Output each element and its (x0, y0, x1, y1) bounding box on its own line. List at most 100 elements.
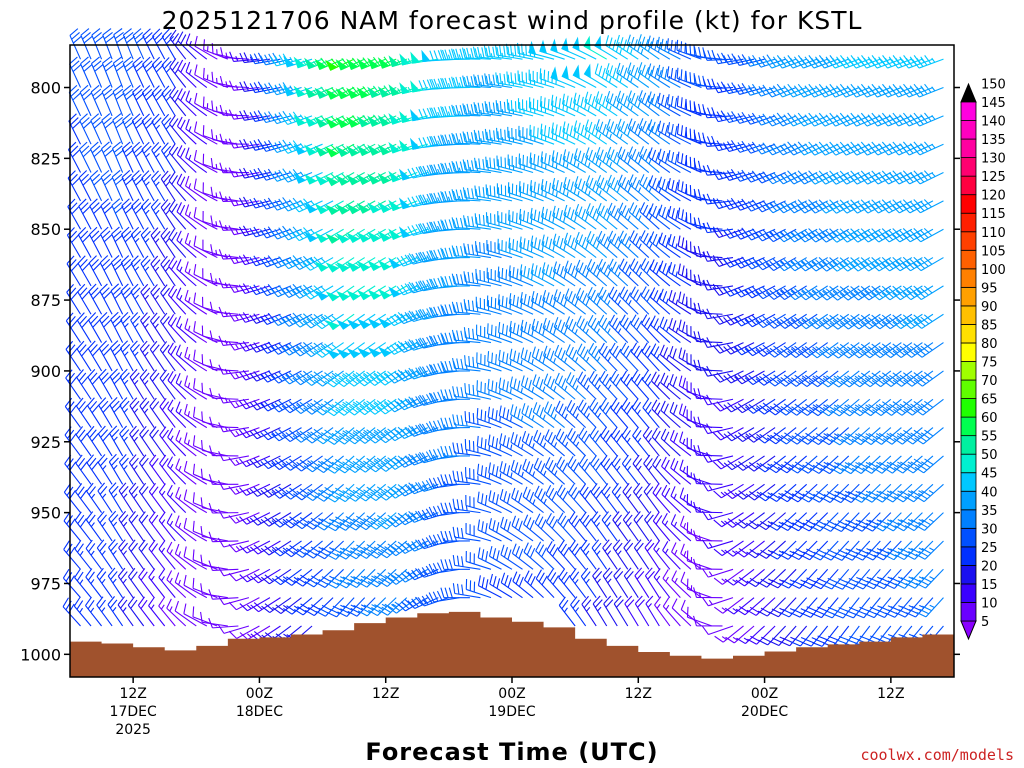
wind-barb (544, 429, 565, 457)
wind-barb (724, 512, 755, 528)
wind-barb (669, 345, 692, 372)
wind-barb (141, 113, 155, 145)
wind-barb (336, 483, 366, 503)
wind-barb (314, 200, 344, 215)
wind-barb (110, 255, 124, 287)
wind-barb (662, 541, 681, 570)
wind-barb (118, 482, 134, 513)
wind-barb (777, 370, 807, 387)
wind-barb (160, 227, 176, 258)
wind-barb (65, 369, 81, 400)
wind-barb (913, 313, 944, 329)
wind-barb (613, 567, 629, 598)
wind-barb (148, 596, 166, 627)
wind-barb (580, 539, 597, 570)
wind-barb (346, 115, 376, 128)
wind-barb (786, 285, 818, 301)
wind-barb (840, 398, 871, 417)
wind-barb (756, 483, 786, 502)
wind-barb (532, 374, 555, 400)
wind-barb (598, 314, 618, 343)
wind-barb (628, 202, 650, 230)
surface-terrain (70, 611, 954, 677)
wind-barb (914, 483, 944, 503)
wind-barb (167, 342, 187, 372)
wind-barb (903, 370, 934, 387)
wind-barb (475, 296, 502, 315)
wind-barb (77, 255, 92, 287)
wind-barb (112, 84, 125, 117)
wind-barb (639, 174, 660, 202)
wind-barb (451, 329, 481, 344)
wind-barb (903, 398, 934, 416)
x-tick-label: 20DEC (741, 704, 788, 720)
wind-barb (201, 411, 228, 429)
wind-barb (871, 370, 902, 388)
wind-barb (77, 283, 92, 315)
colorbar-tick-label: 125 (981, 170, 1006, 185)
wind-barb (659, 344, 681, 372)
wind-barb (633, 511, 650, 542)
wind-barb (618, 230, 639, 258)
colorbar-tick-label: 150 (981, 77, 1006, 92)
wind-barb (605, 63, 629, 88)
wind-barb (140, 312, 155, 343)
wind-barb (128, 539, 145, 570)
wind-barb (651, 399, 671, 428)
wind-barb (192, 577, 218, 599)
wind-barb (713, 512, 744, 528)
wind-barb (87, 368, 103, 400)
colorbar-box (960, 435, 977, 455)
wind-barb (606, 174, 629, 202)
wind-barb (100, 141, 114, 173)
wind-barb (217, 595, 250, 606)
wind-barb (109, 425, 124, 457)
wind-barb (744, 285, 776, 299)
wind-barb (378, 568, 408, 587)
wind-barb (657, 148, 681, 174)
wind-barb (109, 340, 124, 372)
wind-barb (797, 313, 829, 330)
wind-barb (891, 228, 923, 243)
wind-barb (658, 176, 681, 202)
wind-barb (767, 455, 797, 474)
wind-barb (894, 512, 923, 532)
wind-barb (174, 543, 197, 570)
y-tick-label: 975 (30, 574, 61, 593)
wind-barb (138, 511, 155, 542)
wind-barb (271, 568, 302, 586)
wind-barb (250, 597, 281, 613)
wind-barb (666, 38, 692, 60)
wind-barb (693, 558, 723, 570)
wind-barb (140, 283, 155, 315)
wind-barb (786, 199, 818, 214)
colorbar-tick-label: 100 (981, 263, 1006, 278)
wind-barb (547, 568, 566, 599)
wind-barb (808, 370, 839, 388)
wind-barb (558, 596, 576, 627)
wind-barb (621, 426, 639, 457)
wind-barb (819, 398, 850, 417)
wind-barb (534, 485, 555, 514)
wind-barb (723, 370, 755, 384)
wind-barb (451, 301, 481, 315)
wind-barb (292, 398, 323, 414)
wind-barb (238, 398, 271, 410)
y-tick-label: 1000 (20, 645, 61, 664)
wind-barb (545, 513, 566, 542)
wind-barb (765, 285, 797, 300)
wind-barb (261, 597, 292, 614)
wind-barb (744, 313, 776, 328)
wind-barb (202, 182, 229, 202)
wind-barb (161, 57, 176, 88)
wind-barb (667, 122, 692, 145)
wind-barb (862, 427, 892, 445)
wind-barb (745, 512, 776, 530)
wind-barb (668, 261, 692, 287)
y-tick-label: 825 (30, 149, 61, 168)
wind-barb (90, 84, 103, 117)
wind-barb (509, 348, 534, 372)
wind-barb (755, 370, 786, 386)
wind-barb (89, 141, 103, 173)
wind-barb (282, 512, 313, 529)
